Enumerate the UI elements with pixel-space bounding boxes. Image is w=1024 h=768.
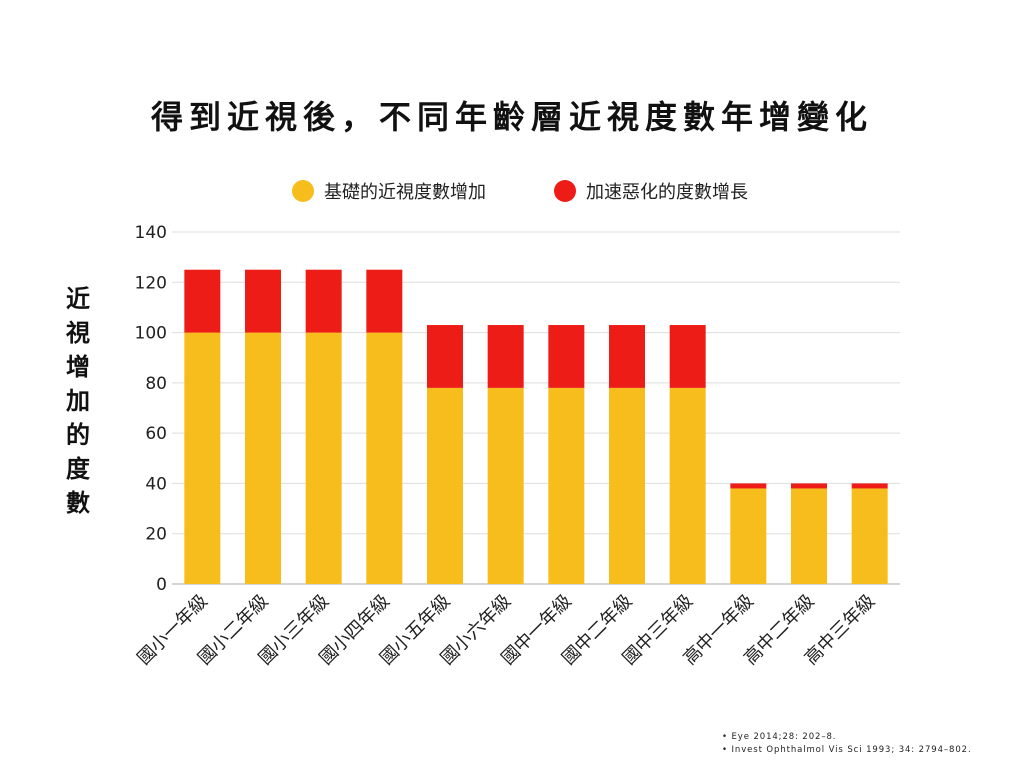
y-tick-label: 20 [145, 525, 167, 545]
reference-line: • Eye 2014;28: 202–8. [722, 732, 837, 742]
y-axis-label-char: 視 [66, 319, 90, 347]
bar-base [487, 387, 524, 584]
bar-extra [305, 269, 342, 333]
y-tick-label: 120 [135, 273, 167, 293]
bar-base [305, 332, 342, 584]
references: • Eye 2014;28: 202–8. • Invest Ophthalmo… [722, 731, 972, 757]
legend-item-extra: 加速惡化的度數增長 [554, 178, 748, 204]
bar-base [245, 332, 281, 584]
y-tick-label: 40 [145, 474, 167, 494]
legend-item-base: 基礎的近視度數增加 [292, 178, 486, 204]
bar-extra [184, 269, 221, 333]
bar-base [609, 387, 645, 584]
bar-extra [791, 483, 827, 489]
y-axis-label-char: 數 [66, 489, 90, 517]
bar-extra [245, 269, 281, 333]
bar-extra [669, 325, 706, 388]
y-tick-label: 0 [156, 575, 167, 595]
bar-base [184, 332, 221, 584]
bar-extra [851, 483, 888, 489]
legend: 基礎的近視度數增加 加速惡化的度數增長 [0, 178, 1024, 208]
bar-extra [609, 325, 645, 388]
y-tick-label: 100 [135, 324, 167, 344]
y-tick-label: 80 [145, 374, 167, 394]
legend-label-base: 基礎的近視度數增加 [324, 182, 486, 203]
bar-base [791, 488, 827, 584]
bar-base [548, 387, 585, 584]
bar-base [730, 488, 767, 584]
bar-extra [366, 269, 403, 333]
bar-base [427, 387, 463, 584]
chart-title: 得到近視後，不同年齡層近視度數年增變化 [150, 98, 873, 136]
reference-line: • Invest Ophthalmol Vis Sci 1993; 34: 27… [722, 745, 972, 755]
bar-base [851, 488, 888, 584]
y-axis-label: 近 視 增 加 的 度 數 [58, 282, 98, 520]
y-axis-label-char: 加 [66, 387, 90, 415]
legend-swatch-base [292, 180, 314, 202]
y-tick-label: 60 [145, 424, 167, 444]
bar-extra [548, 325, 585, 388]
bar-extra [487, 325, 524, 388]
legend-label-extra: 加速惡化的度數增長 [586, 182, 748, 203]
y-tick-label: 140 [135, 223, 167, 243]
legend-swatch-extra [554, 180, 576, 202]
y-axis-label-char: 的 [66, 421, 90, 449]
bar-base [669, 387, 706, 584]
bar-extra [427, 325, 463, 388]
y-axis-label-char: 增 [66, 353, 90, 381]
y-axis-label-char: 近 [66, 285, 90, 313]
bar-extra [730, 483, 767, 489]
bar-base [366, 332, 403, 584]
y-axis-label-char: 度 [66, 455, 90, 483]
